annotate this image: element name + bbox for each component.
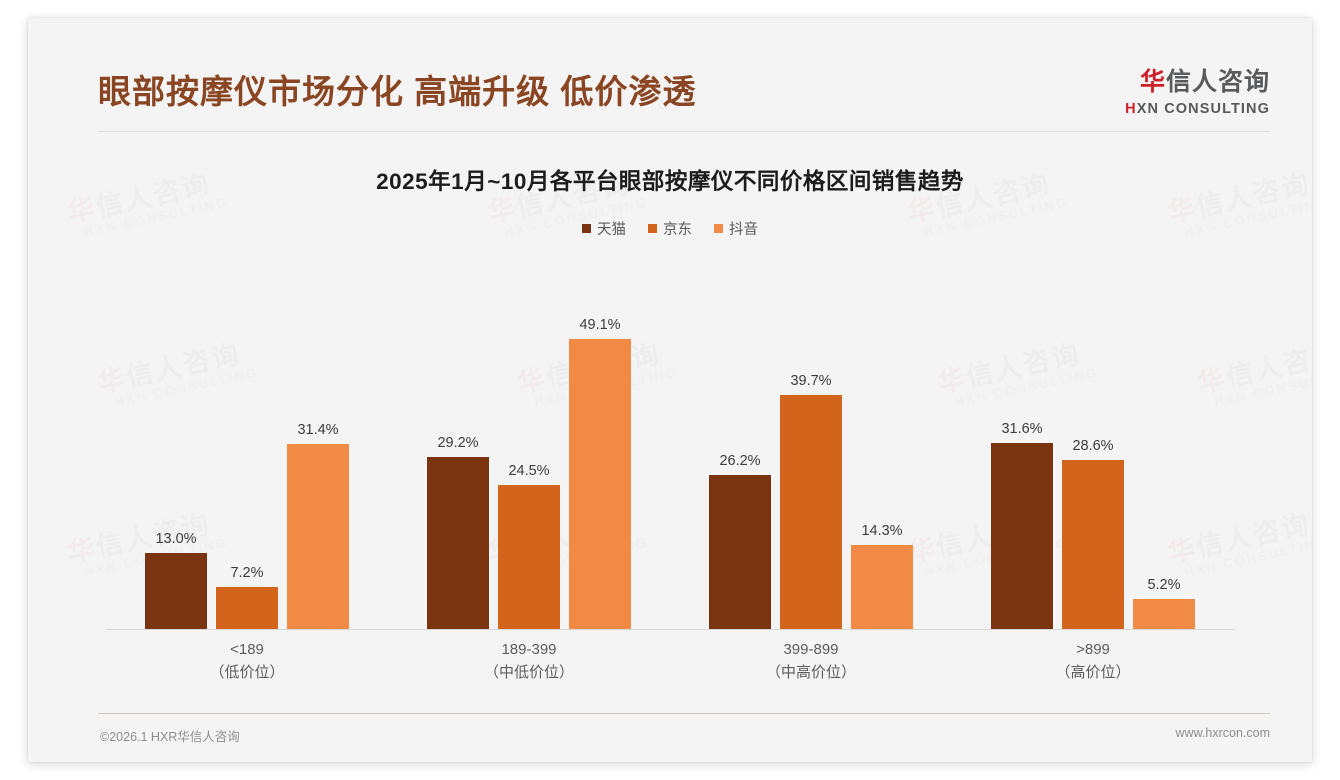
footer-copyright: ©2026.1 HXR华信人咨询 xyxy=(100,730,240,744)
brand-logo-cn: 华信人咨询 xyxy=(1125,70,1270,95)
slide-footer: ©2026.1 HXR华信人咨询 www.hxrcon.com xyxy=(28,724,1312,748)
legend-label: 抖音 xyxy=(729,222,758,238)
bar-group: 31.6% 28.6% 5.2% xyxy=(952,278,1234,630)
bar-rect[interactable] xyxy=(709,474,771,630)
bar-rect[interactable] xyxy=(1133,599,1195,630)
bar-group: 13.0% 7.2% 31.4% xyxy=(106,278,388,630)
legend-label: 天猫 xyxy=(597,222,626,238)
bar-value-label: 29.2% xyxy=(437,434,479,451)
bar-value-label: 39.7% xyxy=(790,372,832,389)
bar-value-label: 14.3% xyxy=(861,523,903,540)
chart-block: 2025年1月~10月各平台眼部按摩仪不同价格区间销售趋势 天猫 京东 抖音 13.… xyxy=(28,130,1312,692)
bar-item[interactable]: 39.7% xyxy=(780,278,842,630)
header-divider xyxy=(98,131,1270,132)
bar-value-label: 26.2% xyxy=(719,452,761,469)
x-axis-category: >899 （高价位） xyxy=(952,630,1234,692)
x-axis-category-tier: （中低价位） xyxy=(483,663,574,681)
brand-logo-en: HXN CONSULTING xyxy=(1125,102,1270,117)
chart-title: 2025年1月~10月各平台眼部按摩仪不同价格区间销售趋势 xyxy=(376,169,964,194)
x-axis-category-tier: （低价位） xyxy=(209,663,285,681)
bar-item[interactable]: 29.2% xyxy=(427,278,489,630)
bar-item[interactable]: 49.1% xyxy=(569,278,631,630)
legend-item-天猫[interactable]: 天猫 xyxy=(582,218,626,239)
brand-logo: 华信人咨询 HXN CONSULTING xyxy=(1125,70,1270,117)
bar-groups: 13.0% 7.2% 31.4% 29.2% 24.5% 49.1% 26.2% 39.7% 1… xyxy=(106,278,1234,630)
footer-divider xyxy=(98,713,1270,714)
bar-rect[interactable] xyxy=(1062,460,1124,630)
brand-logo-cn-rest: 信人咨询 xyxy=(1165,68,1270,96)
x-axis-category-range: 399-899 xyxy=(783,641,839,658)
bar-value-label: 13.0% xyxy=(155,530,197,547)
bar-rect[interactable] xyxy=(287,443,349,630)
legend-item-抖音[interactable]: 抖音 xyxy=(714,218,758,239)
x-axis-category-range: 189-399 xyxy=(501,641,557,658)
bar-item[interactable]: 14.3% xyxy=(851,278,913,630)
x-axis-category-range: <189 xyxy=(230,641,264,658)
bar-item[interactable]: 26.2% xyxy=(709,278,771,630)
legend-item-京东[interactable]: 京东 xyxy=(648,218,692,239)
legend-swatch-icon xyxy=(582,224,591,233)
bar-rect[interactable] xyxy=(145,552,207,630)
brand-logo-en-rest: XN CONSULTING xyxy=(1136,101,1270,117)
x-axis-category-tier: （高价位） xyxy=(1055,663,1131,681)
bar-item[interactable]: 13.0% xyxy=(145,278,207,630)
bar-rect[interactable] xyxy=(569,338,631,630)
bar-value-label: 49.1% xyxy=(579,316,621,333)
brand-logo-cn-accent: 华 xyxy=(1139,68,1166,96)
bar-item[interactable]: 7.2% xyxy=(216,278,278,630)
footer-website: www.hxrcon.com xyxy=(1175,726,1270,740)
x-axis-line xyxy=(106,629,1234,630)
bar-item[interactable]: 5.2% xyxy=(1133,278,1195,630)
x-axis-category: 189-399 （中低价位） xyxy=(388,630,670,692)
page-title: 眼部按摩仪市场分化 高端升级 低价渗透 xyxy=(98,73,697,110)
legend-swatch-icon xyxy=(714,224,723,233)
bar-rect[interactable] xyxy=(498,484,560,630)
bar-group: 29.2% 24.5% 49.1% xyxy=(388,278,670,630)
slide-header: 眼部按摩仪市场分化 高端升级 低价渗透 华信人咨询 HXN CONSULTING xyxy=(28,18,1312,130)
legend-swatch-icon xyxy=(648,224,657,233)
bar-item[interactable]: 24.5% xyxy=(498,278,560,630)
x-axis-category: 399-899 （中高价位） xyxy=(670,630,952,692)
bar-value-label: 31.4% xyxy=(297,421,339,438)
chart-legend: 天猫 京东 抖音 xyxy=(28,218,1312,239)
x-axis-category-range: >899 xyxy=(1076,641,1110,658)
x-axis-labels: <189 （低价位） 189-399 （中低价位） 399-899 （中高价位） >899 （… xyxy=(106,630,1234,692)
bar-value-label: 28.6% xyxy=(1072,438,1114,455)
bar-value-label: 24.5% xyxy=(508,462,550,479)
bar-group: 26.2% 39.7% 14.3% xyxy=(670,278,952,630)
bar-value-label: 31.6% xyxy=(1001,420,1043,437)
bar-rect[interactable] xyxy=(851,545,913,630)
legend-label: 京东 xyxy=(663,222,692,238)
slide-canvas: 华信人咨询 HXN CONSULTING 华信人咨询 HXN CONSULTING 华信… xyxy=(28,18,1312,762)
bar-rect[interactable] xyxy=(427,456,489,630)
bar-rect[interactable] xyxy=(216,587,278,630)
bar-item[interactable]: 31.6% xyxy=(991,278,1053,630)
x-axis-category: <189 （低价位） xyxy=(106,630,388,692)
chart-plot-area: 13.0% 7.2% 31.4% 29.2% 24.5% 49.1% 26.2% 39.7% 1… xyxy=(106,278,1234,630)
bar-rect[interactable] xyxy=(991,442,1053,630)
bar-item[interactable]: 28.6% xyxy=(1062,278,1124,630)
brand-logo-en-accent: H xyxy=(1125,101,1137,117)
bar-value-label: 7.2% xyxy=(230,565,264,582)
bar-rect[interactable] xyxy=(780,394,842,630)
x-axis-category-tier: （中高价位） xyxy=(765,663,856,681)
bar-item[interactable]: 31.4% xyxy=(287,278,349,630)
bar-value-label: 5.2% xyxy=(1147,577,1181,594)
